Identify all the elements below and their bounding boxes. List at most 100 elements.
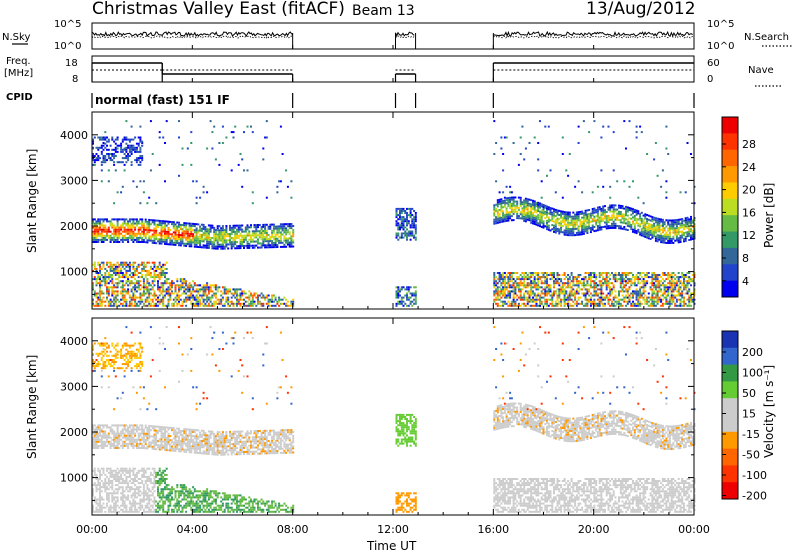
power-cell: [565, 302, 568, 305]
power-cell: [649, 238, 652, 240]
power-cell: [123, 234, 126, 237]
power-cell: [248, 294, 251, 297]
power-cell: [102, 234, 105, 237]
power-cell: [640, 276, 643, 279]
power-cell: [414, 212, 417, 214]
power-cell: [246, 244, 249, 247]
power-cell: [290, 241, 293, 244]
power-cell: [406, 234, 408, 237]
power-cell: [607, 298, 610, 301]
power-cell: [116, 218, 119, 221]
power-cell: [605, 274, 608, 276]
power-cell: [135, 185, 138, 188]
power-cell: [633, 208, 636, 211]
power-cell: [160, 236, 163, 239]
power-cell: [267, 246, 270, 249]
power-cell: [626, 218, 629, 221]
power-cell: [567, 223, 570, 226]
power-cell: [577, 211, 580, 214]
power-cell: [528, 296, 531, 299]
power-cell: [507, 197, 510, 199]
power-cell: [127, 304, 130, 307]
power-cell: [688, 272, 691, 274]
power-cell: [507, 300, 510, 303]
power-cell: [554, 290, 557, 293]
power-cell: [130, 238, 133, 241]
power-cell: [621, 227, 624, 230]
power-cell: [399, 294, 401, 297]
power-cell: [128, 300, 131, 303]
power-cell: [642, 214, 645, 217]
power-cell: [232, 228, 235, 231]
power-cell: [625, 228, 627, 231]
power-cell: [141, 269, 144, 272]
power-cell: [684, 225, 687, 228]
power-cell: [104, 230, 107, 233]
power-cell: [121, 272, 124, 274]
power-cell: [167, 237, 170, 240]
power-cell: [670, 286, 673, 289]
power-cell: [251, 131, 254, 134]
power-cell: [130, 280, 133, 283]
power-cell: [253, 246, 256, 249]
power-cell: [647, 231, 650, 234]
power-colorbar-tick-label: 12: [742, 229, 756, 242]
power-cell: [114, 298, 117, 301]
power-cell: [141, 261, 144, 264]
power-cell: [639, 292, 642, 295]
power-cell: [271, 229, 274, 232]
power-cell: [128, 148, 131, 151]
power-cell: [234, 237, 237, 239]
power-cell: [516, 298, 519, 301]
power-cell: [684, 231, 687, 234]
power-cell: [267, 300, 270, 303]
power-cell: [95, 157, 98, 160]
power-cell: [681, 300, 684, 303]
power-cell: [679, 236, 682, 239]
power-cell: [568, 211, 571, 214]
power-cell: [204, 290, 207, 293]
power-cell: [258, 242, 261, 245]
power-cell: [162, 302, 165, 305]
power-cell: [206, 288, 209, 291]
power-cell: [279, 225, 282, 228]
power-cell: [684, 223, 687, 226]
power-cell: [589, 302, 592, 305]
power-cell: [672, 272, 675, 274]
power-cell: [556, 213, 559, 216]
power-cell: [642, 278, 645, 281]
power-cell: [588, 209, 591, 211]
power-cell: [544, 213, 547, 215]
power-cell: [200, 238, 203, 241]
power-cell: [407, 214, 410, 217]
power-cell: [560, 230, 563, 233]
power-cell: [507, 304, 510, 307]
power-cell: [690, 220, 692, 222]
noise-search-trace: [91, 35, 294, 39]
power-cell: [651, 230, 654, 233]
power-cell: [214, 286, 217, 289]
power-cell: [246, 246, 249, 249]
power-cell: [139, 241, 142, 243]
power-cell: [241, 224, 244, 227]
power-cell: [239, 298, 242, 301]
power-cell: [106, 292, 108, 295]
power-cell: [533, 278, 536, 281]
power-cell: [509, 294, 512, 297]
power-cell: [179, 223, 182, 226]
power-cell: [132, 230, 135, 233]
power-cell: [204, 246, 207, 249]
velocity-cell: [92, 436, 94, 439]
noise-panel: N.Sky 10^5 10^0 10^5 10^0 N.Search: [2, 19, 792, 52]
power-cell: [628, 209, 631, 211]
power-cell: [285, 229, 288, 232]
power-cell: [395, 212, 398, 214]
power-cell: [120, 302, 123, 305]
power-cell: [623, 284, 626, 287]
power-cell: [139, 155, 142, 157]
power-cell: [172, 302, 175, 305]
power-cell: [141, 274, 144, 276]
power-cell: [132, 148, 135, 151]
power-cell: [563, 219, 566, 222]
power-cell: [397, 286, 400, 289]
